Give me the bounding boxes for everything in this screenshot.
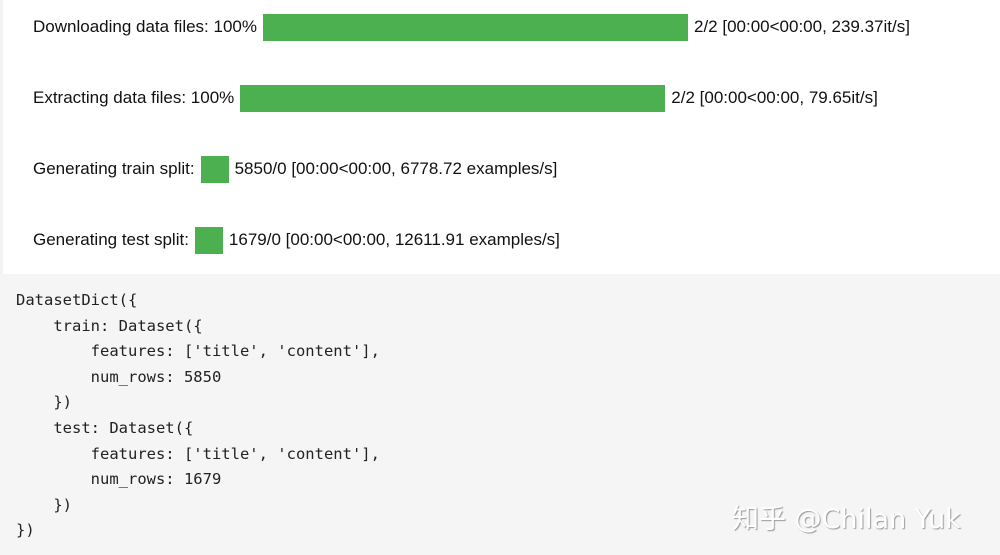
progress-label: Extracting data files: 100% bbox=[33, 88, 235, 107]
progress-row-download: Downloading data files: 100% 2/2 [00:00<… bbox=[33, 13, 910, 41]
progress-stats: 2/2 [00:00<00:00, 79.65it/s] bbox=[671, 88, 878, 107]
progress-bar bbox=[200, 155, 229, 183]
progress-stats: 5850/0 [00:00<00:00, 6778.72 examples/s] bbox=[234, 159, 558, 178]
progress-row-test: Generating test split: 1679/0 [00:00<00:… bbox=[33, 226, 560, 254]
progress-label: Generating train split: bbox=[33, 159, 195, 178]
progress-stats: 1679/0 [00:00<00:00, 12611.91 examples/s… bbox=[228, 230, 560, 249]
progress-stats: 2/2 [00:00<00:00, 239.37it/s] bbox=[693, 17, 910, 36]
progress-output: Downloading data files: 100% 2/2 [00:00<… bbox=[0, 0, 1000, 274]
progress-row-train: Generating train split: 5850/0 [00:00<00… bbox=[33, 155, 557, 183]
progress-bar bbox=[240, 84, 666, 112]
watermark: 知乎 @Chilan Yuk bbox=[732, 504, 961, 535]
dataset-dict-text: DatasetDict({ train: Dataset({ features:… bbox=[16, 291, 380, 540]
progress-row-extract: Extracting data files: 100% 2/2 [00:00<0… bbox=[33, 84, 878, 112]
progress-bar bbox=[194, 226, 223, 254]
progress-label: Downloading data files: 100% bbox=[33, 17, 257, 36]
progress-label: Generating test split: bbox=[33, 230, 189, 249]
code-output: DatasetDict({ train: Dataset({ features:… bbox=[0, 274, 1000, 555]
progress-bar bbox=[262, 13, 688, 41]
